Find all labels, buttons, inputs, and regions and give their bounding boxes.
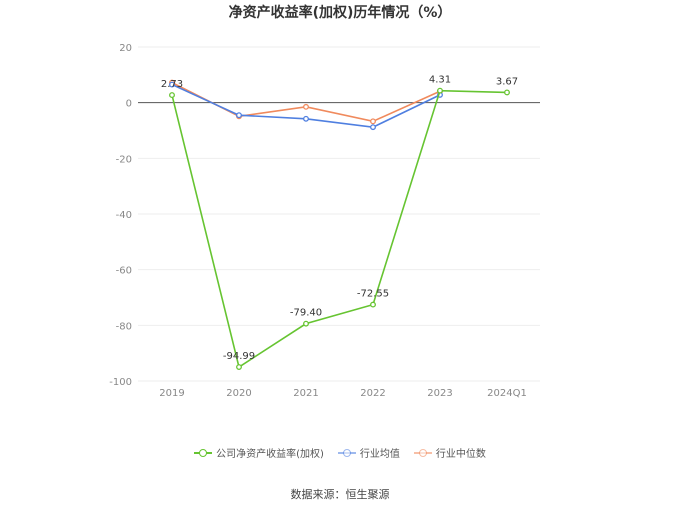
y-tick-label: -40	[116, 210, 132, 221]
y-tick-label: -80	[116, 321, 132, 332]
data-point	[370, 124, 376, 131]
legend: 公司净资产收益率(加权) 行业均值 行业中位数	[0, 445, 680, 460]
data-point	[303, 103, 309, 110]
y-tick-label: -60	[116, 266, 132, 277]
data-label: 4.31	[429, 75, 451, 86]
series-line	[171, 81, 441, 123]
data-point	[236, 112, 242, 119]
data-point	[370, 118, 376, 125]
legend-item[interactable]: 行业中位数	[413, 445, 486, 460]
legend-item[interactable]: 公司净资产收益率(加权)	[194, 445, 324, 460]
x-tick-label: 2022	[360, 388, 385, 399]
x-tick-label: 2019	[159, 388, 184, 399]
legend-label: 行业中位数	[435, 449, 486, 460]
x-tick-label: 2024Q1	[487, 388, 527, 399]
legend-label: 行业均值	[359, 449, 400, 460]
legend-marker-icon	[337, 448, 356, 458]
chart-title: 净资产收益率(加权)历年情况（%）	[228, 5, 452, 21]
data-point	[437, 87, 443, 94]
data-point	[504, 89, 510, 96]
legend-marker-icon	[413, 448, 432, 458]
legend-label: 公司净资产收益率(加权)	[216, 449, 324, 460]
data-point	[370, 301, 376, 308]
data-label: -94.99	[223, 351, 255, 362]
data-label: -72.55	[357, 289, 389, 300]
y-tick-label: 20	[119, 43, 132, 54]
y-tick-label: -100	[109, 377, 132, 388]
x-tick-label: 2021	[293, 388, 318, 399]
data-source: 数据来源：恒生聚源	[290, 488, 390, 501]
data-point	[303, 320, 309, 327]
x-tick-label: 2020	[226, 388, 251, 399]
grid-layer	[138, 46, 540, 382]
data-point	[169, 81, 175, 88]
data-label-layer: 2.73 -94.99 -79.40 -72.55 4.31 3.67	[161, 75, 518, 362]
series-layer	[169, 79, 510, 371]
x-tick-label: 2023	[427, 388, 452, 399]
data-label: -79.40	[290, 308, 322, 319]
line-chart: 20 0 -20 -40 -60 -80 -100 2019 2020 2021 2022 2023 2…	[109, 43, 540, 399]
y-tick-label: -20	[116, 154, 132, 165]
series-line	[171, 89, 508, 369]
axis-layer: 20 0 -20 -40 -60 -80 -100 2019 2020 2021 2022 2023 2…	[109, 43, 540, 399]
data-point	[169, 92, 175, 99]
data-point	[303, 115, 309, 122]
legend-item[interactable]: 行业均值	[337, 445, 400, 460]
legend-marker-icon	[194, 448, 213, 458]
data-point	[236, 364, 242, 371]
data-label: 3.67	[496, 76, 518, 87]
data-label: 2.73	[161, 79, 183, 90]
y-tick-label: 0	[126, 99, 132, 110]
